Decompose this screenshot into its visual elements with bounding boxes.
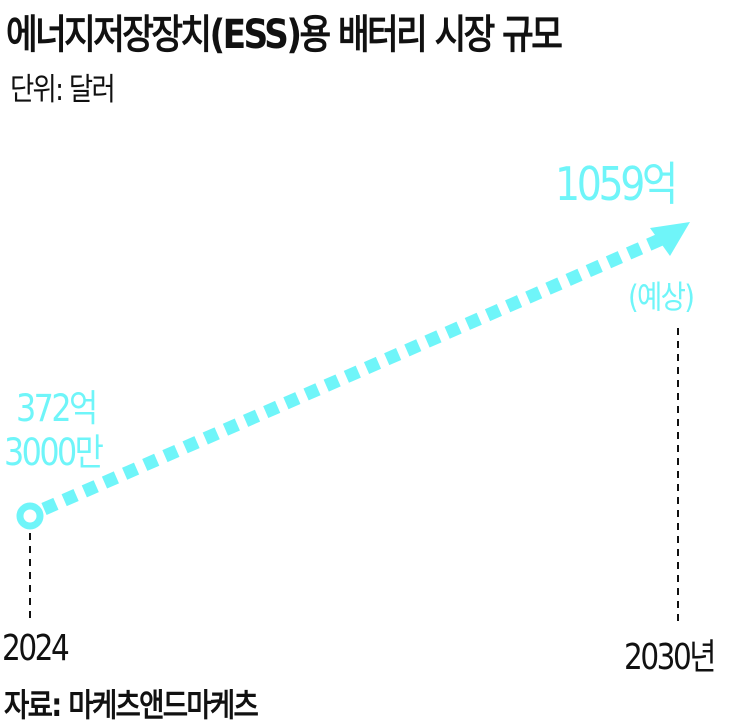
end-value-label: 1059억 <box>555 157 678 211</box>
start-point-marker <box>16 502 44 530</box>
forecast-note: (예상) <box>628 278 695 316</box>
chart-title: 에너지저장장치(ESS)용 배터리 시장 규모 <box>6 12 563 58</box>
x-tick-2024: 2024 <box>2 628 70 669</box>
x-tick-2030: 2030년 <box>624 637 716 678</box>
start-value-label-line2: 3000만 <box>4 431 104 474</box>
arrow-head-icon <box>650 222 690 256</box>
source-label: 자료: 마케츠앤드마케츠 <box>4 686 259 724</box>
start-value-label-line1: 372억 <box>16 387 98 430</box>
trend-line <box>41 232 667 515</box>
unit-label: 단위: 달러 <box>10 72 116 108</box>
